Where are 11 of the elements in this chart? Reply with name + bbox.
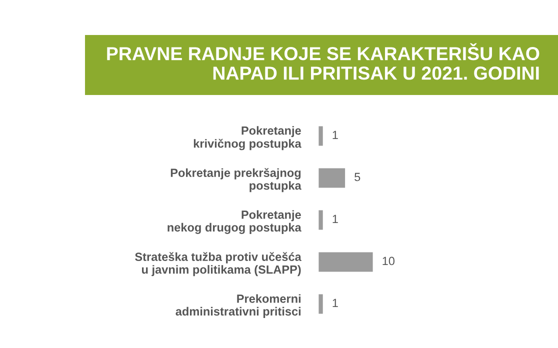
y-tick-label: Strateška tužba protiv učešća u javnim politikama (SLAPP) <box>135 252 302 276</box>
chart-title: PRAVNE RADNJE KOJE SE KARAKTERIŠU KAO NAPAD ILI PRITISAK U 2021. GODINI <box>107 43 540 80</box>
y-tick-label: Pokretanje prekršajnog postupka <box>170 168 302 192</box>
data-label: 10 <box>382 256 395 266</box>
data-label: 5 <box>354 172 360 182</box>
y-tick-label: Pokretanje krivičnog postupka <box>194 126 302 150</box>
data-label: 1 <box>332 298 338 308</box>
y-tick-label: Pokretanje nekog drugog postupka <box>168 210 302 234</box>
data-label: 1 <box>332 130 338 140</box>
y-tick-label: Prekomerni administrativni pritisci <box>176 294 301 318</box>
data-label: 1 <box>332 214 338 224</box>
